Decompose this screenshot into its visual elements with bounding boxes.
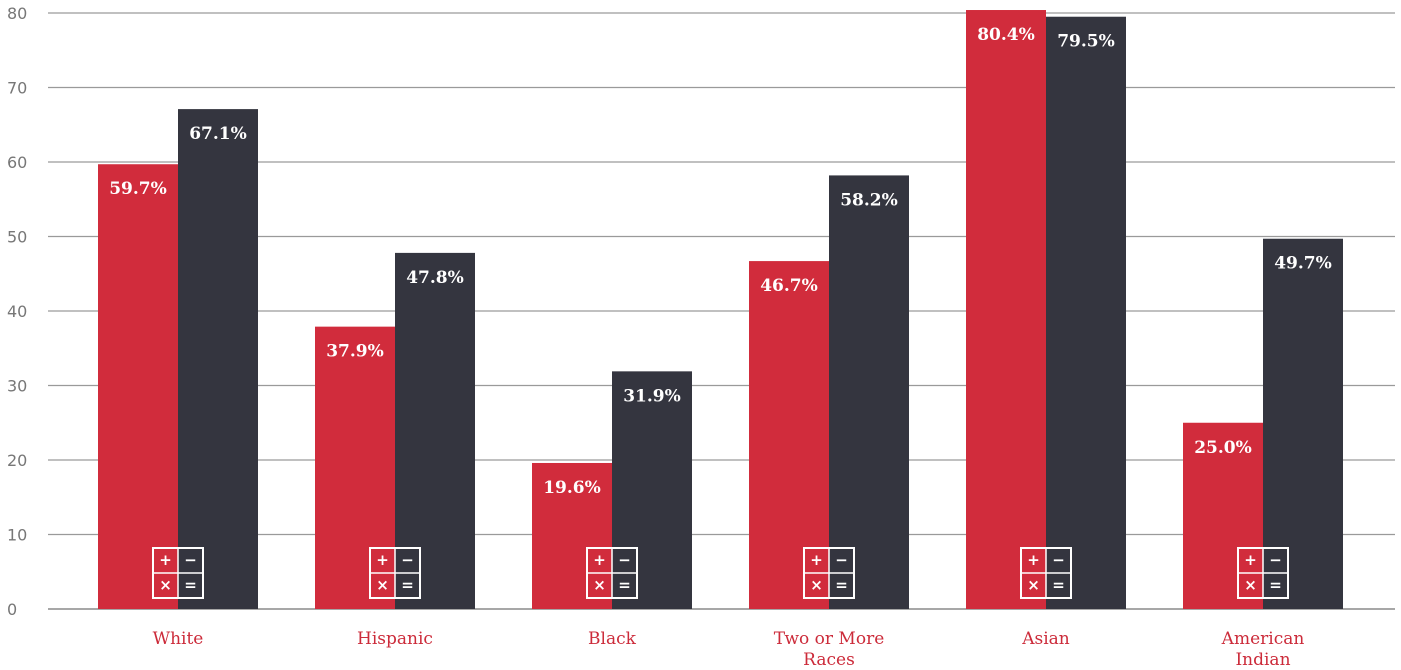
plus-icon: +: [593, 551, 606, 569]
bar-group: 80.4% 79.5%: [966, 10, 1126, 610]
y-tick-label: 60: [7, 153, 27, 172]
data-label: 49.7%: [1274, 254, 1332, 274]
minus-icon: −: [184, 551, 197, 569]
bar: [395, 252, 475, 609]
plus-icon: +: [376, 551, 389, 569]
calculator-icon: + −× =: [586, 547, 638, 599]
data-label: 58.2%: [840, 190, 898, 210]
bar-group: 46.7% 58.2%: [749, 175, 909, 609]
data-label: 79.5%: [1057, 32, 1115, 52]
data-label: 19.6%: [543, 478, 601, 498]
calculator-icon: + −× =: [369, 547, 421, 599]
calculator-icon: + −× =: [1020, 547, 1072, 599]
bar: [315, 326, 395, 609]
times-icon: ×: [376, 576, 389, 594]
times-icon: ×: [159, 576, 172, 594]
bar: [1046, 16, 1126, 610]
minus-icon: −: [618, 551, 631, 569]
bar: [829, 175, 909, 609]
y-tick-label: 20: [7, 451, 27, 470]
y-tick-label: 70: [7, 79, 27, 98]
data-label: 31.9%: [623, 386, 681, 406]
bar: [1183, 422, 1263, 609]
y-tick-label: 50: [7, 228, 27, 247]
calculator-icon: + −× =: [1237, 547, 1289, 599]
bar: [749, 261, 829, 609]
equals-icon: =: [1052, 576, 1065, 594]
times-icon: ×: [810, 576, 823, 594]
y-tick-label: 40: [7, 302, 27, 321]
data-label: 80.4%: [977, 25, 1035, 45]
bar-group: 25.0% 49.7%: [1183, 238, 1343, 610]
x-tick-label: Black: [588, 629, 637, 649]
x-tick-label: Asian: [1021, 629, 1070, 649]
minus-icon: −: [1269, 551, 1282, 569]
x-tick-label: Races: [803, 650, 855, 670]
data-label: 37.9%: [326, 342, 384, 362]
bar-group: 59.7% 67.1%: [98, 109, 258, 610]
y-tick-label: 0: [7, 600, 17, 619]
calculator-icons: + −× =+ −× =+ −× =+ −× =+ −× =+ −× =: [152, 547, 1289, 599]
x-tick-label: Indian: [1235, 650, 1290, 670]
times-icon: ×: [593, 576, 606, 594]
bar: [532, 462, 612, 609]
x-tick-label: Two or More: [774, 629, 885, 649]
gridlines: [48, 12, 1395, 610]
equals-icon: =: [618, 576, 631, 594]
calculator-icon: + −× =: [803, 547, 855, 599]
bar: [966, 10, 1046, 609]
y-axis-ticks: 0 10 20 30 40 50 60 70 80: [7, 4, 27, 619]
equals-icon: =: [835, 576, 848, 594]
x-tick-label: White: [153, 629, 204, 649]
bar-group: 37.9% 47.8%: [315, 252, 475, 609]
data-label: 59.7%: [109, 179, 167, 199]
data-label: 46.7%: [760, 276, 818, 296]
y-tick-label: 30: [7, 377, 27, 396]
bar-group: 19.6% 31.9%: [532, 371, 692, 609]
x-tick-label: American: [1221, 629, 1305, 649]
x-tick-label: Hispanic: [357, 629, 433, 649]
equals-icon: =: [401, 576, 414, 594]
plus-icon: +: [1027, 551, 1040, 569]
y-tick-label: 10: [7, 526, 27, 545]
bar: [98, 164, 178, 610]
equals-icon: =: [184, 576, 197, 594]
data-label: 25.0%: [1194, 438, 1252, 458]
calculator-icon: + −× =: [152, 547, 204, 599]
plus-icon: +: [159, 551, 172, 569]
equals-icon: =: [1269, 576, 1282, 594]
minus-icon: −: [1052, 551, 1065, 569]
data-label: 67.1%: [189, 124, 247, 144]
times-icon: ×: [1027, 576, 1040, 594]
y-tick-label: 80: [7, 4, 27, 23]
bar: [612, 371, 692, 609]
minus-icon: −: [835, 551, 848, 569]
plus-icon: +: [1244, 551, 1257, 569]
data-label: 47.8%: [406, 268, 464, 288]
bar: [178, 109, 258, 609]
plus-icon: +: [810, 551, 823, 569]
times-icon: ×: [1244, 576, 1257, 594]
minus-icon: −: [401, 551, 414, 569]
bars: 59.7% 67.1% 37.9% 47.8% 19.6% 31.9% 46.7% 58.2%…: [98, 10, 1343, 610]
